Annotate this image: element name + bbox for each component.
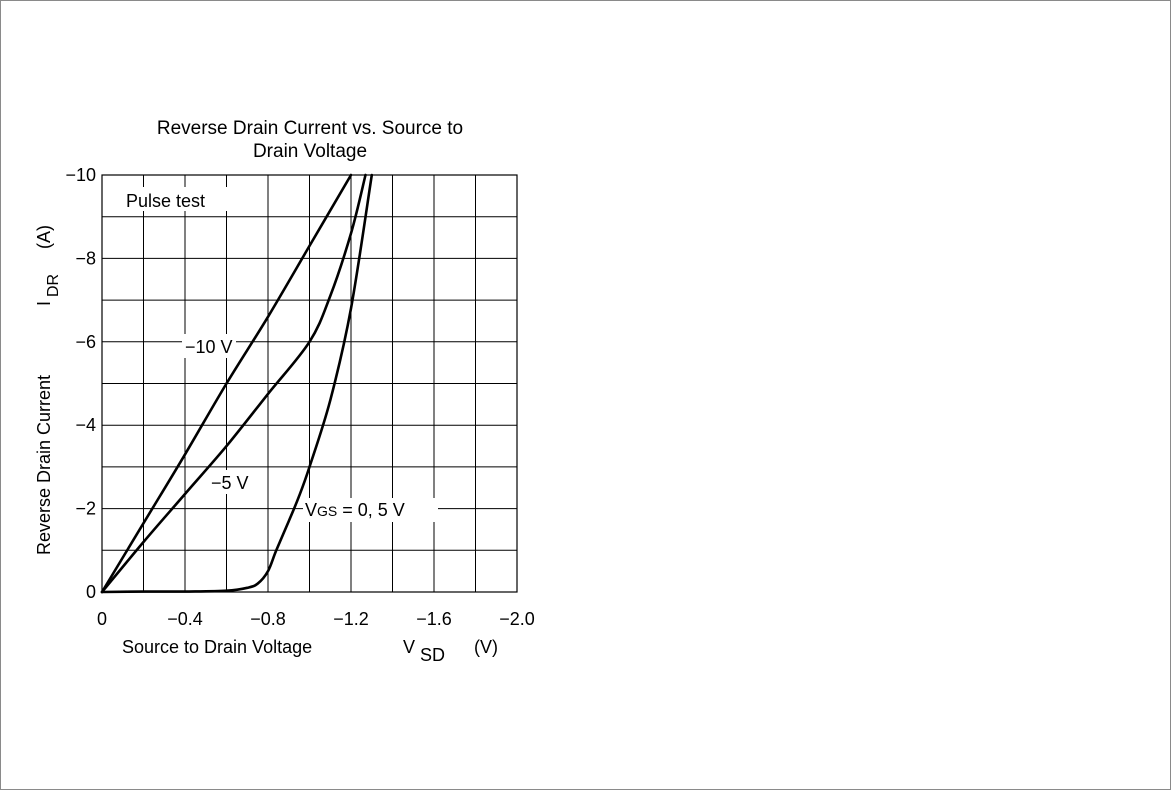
y-tick-label: −4 bbox=[75, 415, 96, 435]
y-axis-symbol: I bbox=[34, 301, 54, 306]
series-label-neg10v: −10 V bbox=[185, 337, 233, 357]
x-axis-subscript: SD bbox=[420, 645, 445, 665]
x-axis-unit: (V) bbox=[474, 637, 498, 657]
curves bbox=[100, 173, 374, 594]
grid bbox=[102, 175, 517, 592]
series-label-neg5v: −5 V bbox=[211, 473, 249, 493]
chart-title-line-1: Reverse Drain Current vs. Source to bbox=[157, 118, 463, 139]
curve-vgs-0-5v bbox=[100, 173, 374, 594]
x-tick-label: −0.8 bbox=[250, 609, 286, 629]
x-axis-title: Source to Drain Voltage bbox=[122, 637, 312, 657]
x-axis-label: Source to Drain Voltage V SD (V) bbox=[122, 637, 498, 665]
y-tick-label: −2 bbox=[75, 499, 96, 519]
x-tick-label: −1.2 bbox=[333, 609, 369, 629]
series-label-vgs: VGS = 0, 5 V bbox=[305, 500, 405, 520]
y-tick-label: −6 bbox=[75, 332, 96, 352]
y-axis-unit: (A) bbox=[34, 225, 54, 249]
series-label-bg-neg10v bbox=[182, 334, 236, 358]
x-tick-label: −1.6 bbox=[416, 609, 452, 629]
y-tick-label: −8 bbox=[75, 248, 96, 268]
x-tick-label: 0 bbox=[97, 609, 107, 629]
chart-title-line-2: Drain Voltage bbox=[253, 141, 367, 162]
x-tick-label: −2.0 bbox=[499, 609, 535, 629]
annotation-background bbox=[122, 187, 234, 211]
series-label-bg-vgs bbox=[303, 498, 438, 522]
curve-neg10v bbox=[100, 173, 353, 594]
pulse-test-annotation: Pulse test bbox=[126, 191, 205, 211]
y-axis-title: Reverse Drain Current bbox=[34, 375, 54, 555]
curve-neg5v bbox=[100, 173, 367, 594]
y-axis-subscript: DR bbox=[45, 274, 62, 297]
series-label-bg-neg5v bbox=[209, 470, 265, 494]
y-tick-label: −10 bbox=[65, 165, 96, 185]
x-tick-label: −0.4 bbox=[167, 609, 203, 629]
tick-labels: 0 −0.4 −0.8 −1.2 −1.6 −2.0 0 −2 −4 −6 −8 −10 bbox=[65, 165, 534, 629]
plot-border bbox=[101, 174, 518, 593]
y-axis-label: Reverse Drain Current I DR (A) bbox=[34, 225, 62, 555]
x-axis-symbol: V bbox=[403, 637, 415, 657]
y-tick-label: 0 bbox=[86, 582, 96, 602]
